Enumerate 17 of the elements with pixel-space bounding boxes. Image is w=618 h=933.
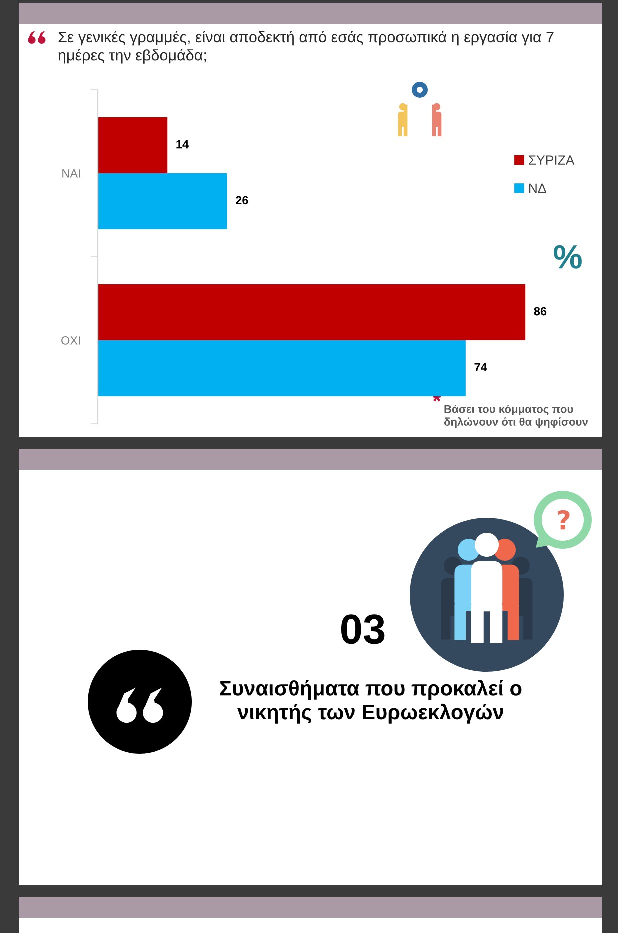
- data-label: 74: [474, 363, 488, 372]
- text: Συναισθήματα που προκαλεί ο νικητής των Ευρωεκλογών: [220, 680, 522, 724]
- legend-label: ΝΔ: [529, 184, 546, 194]
- legend-label: ΣΥΡΙΖΑ: [529, 156, 575, 165]
- data-label: 26: [236, 196, 248, 205]
- bar: [98, 118, 168, 174]
- data-label: 86: [534, 307, 547, 316]
- y-tick-label: ΟΧΙ: [62, 336, 80, 345]
- bar: [98, 174, 228, 230]
- data-label: 14: [176, 140, 190, 149]
- annotation: Βάσει του κόμματος που δηλώνουν ότι θα ψηφίσουν: [444, 404, 588, 428]
- text: %: [554, 245, 582, 269]
- text: 03: [341, 614, 385, 644]
- chart-title: Σε γενικές γραμμές, είναι αποδεκτή από εσάς προσωπικά η εργασία για 7 ημέρες την εβδομάδα;: [58, 31, 554, 64]
- bar: [98, 284, 526, 340]
- bar: [98, 340, 466, 396]
- y-tick-label: ΝΑΙ: [62, 170, 80, 178]
